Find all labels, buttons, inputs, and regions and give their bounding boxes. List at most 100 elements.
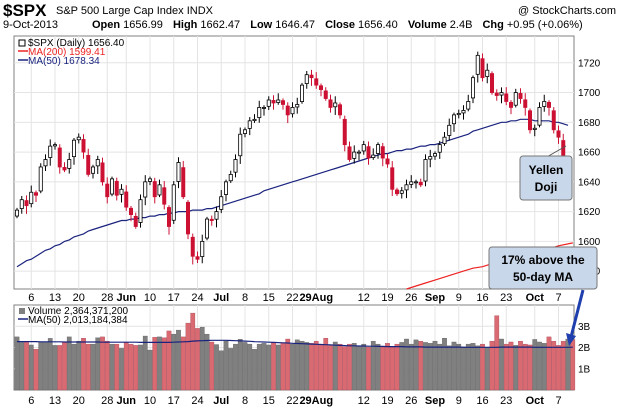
candle-body — [143, 181, 148, 198]
price-y-tick: 1600 — [578, 237, 601, 248]
volume-bar — [541, 343, 547, 391]
candle-body — [390, 167, 395, 190]
volume-bar — [385, 343, 390, 391]
candle-body — [219, 196, 224, 210]
volume-bar — [43, 341, 48, 391]
volume-bar — [494, 315, 500, 391]
volume-bar — [142, 335, 148, 391]
candle-body — [242, 129, 247, 134]
volume-bar — [152, 337, 158, 391]
volume-bar — [242, 342, 248, 391]
candle-body — [480, 58, 485, 79]
price-x-tick: 10 — [144, 292, 156, 304]
volume-bar — [404, 338, 409, 391]
volume-bar — [128, 343, 134, 391]
candle-body — [404, 184, 409, 191]
price-y-tick: 1700 — [578, 88, 601, 99]
volume-bar — [190, 312, 196, 391]
volume-value: 2.4B — [449, 19, 473, 31]
volume-bar — [38, 341, 44, 391]
candle-body — [19, 199, 24, 209]
yellen-label-line1: Yellen — [529, 163, 564, 177]
candle-body — [195, 256, 200, 260]
candle-body — [494, 92, 499, 96]
volume-bar — [147, 349, 153, 391]
quote-line: Open 1656.99 High 1662.47 Low 1646.47 Close… — [92, 19, 590, 31]
candle-body — [285, 105, 290, 116]
candle-body — [513, 92, 518, 106]
volume-bar — [138, 344, 143, 391]
candle-body — [466, 101, 471, 110]
low-value: 1646.47 — [275, 19, 315, 31]
candle-body — [299, 84, 304, 102]
candle-body — [489, 73, 494, 93]
candle-body — [185, 201, 190, 235]
volume-bar — [247, 343, 253, 391]
volume-bar — [328, 345, 333, 391]
price-x-tick: 9 — [456, 292, 462, 304]
volume-bar — [157, 336, 162, 391]
candle-body — [456, 112, 461, 116]
exchange: INDX — [186, 5, 213, 17]
volume-x-tick: 29Aug — [299, 395, 333, 407]
candle-body — [271, 100, 276, 104]
candle-body — [233, 159, 238, 173]
volume-bar — [90, 343, 96, 391]
volume-y-tick: 1B — [578, 364, 591, 375]
candle-body — [14, 209, 19, 217]
candle-body — [428, 156, 433, 160]
candle-body — [352, 151, 357, 159]
candle-body — [128, 207, 133, 215]
candle-body — [418, 181, 423, 186]
index-full-name: S&P 500 Large Cap Index — [56, 5, 184, 17]
volume-bar — [342, 346, 348, 391]
volume-bar — [166, 330, 172, 391]
candle-body — [162, 187, 167, 205]
ma50-line — [16, 118, 569, 268]
volume-bar — [361, 343, 367, 391]
volume-bar — [366, 346, 371, 391]
candle-body — [547, 101, 552, 108]
open-label: Open — [92, 19, 121, 31]
volume-bar — [309, 343, 314, 391]
price-x-tick: 15 — [263, 292, 275, 304]
volume-bar — [237, 339, 243, 391]
volume-bar — [204, 333, 210, 391]
ma-distance-callout: 17% above the 50-day MA — [488, 246, 598, 346]
candle-body — [537, 107, 542, 126]
candle-body — [257, 107, 262, 118]
volume-bar — [209, 341, 215, 391]
ma50-legend-label: MA(50) 1678.34 — [28, 56, 100, 67]
candle-body — [200, 240, 205, 257]
volume-bar — [394, 343, 400, 391]
chg-label: Chg — [482, 19, 504, 31]
volume-bar — [218, 350, 224, 391]
volume-bar — [81, 337, 86, 391]
volume-bar — [28, 344, 34, 391]
candle-body — [314, 78, 319, 86]
volume-bar — [104, 340, 110, 391]
candle-body — [24, 200, 29, 207]
candle-body — [223, 181, 228, 195]
price-x-tick: 20 — [73, 292, 85, 304]
candle-body — [542, 101, 547, 107]
volume-bar — [437, 343, 443, 391]
candle-body — [375, 144, 380, 154]
candle-body — [318, 85, 323, 90]
candle-body — [171, 184, 176, 221]
volume-bar — [24, 340, 29, 391]
volume-x-tick: Jun — [116, 395, 136, 407]
price-x-tick: Oct — [526, 292, 545, 304]
low-label: Low — [250, 19, 273, 31]
candle-body — [290, 107, 295, 115]
volume-legend: Volume 2,364,371,200 MA(50) 2,013,184,38… — [18, 306, 129, 326]
volume-x-tick: 24 — [191, 395, 203, 407]
volume-bar — [290, 343, 295, 391]
volume-bar — [508, 341, 514, 391]
volume-bar — [423, 342, 428, 391]
price-x-tick: Jul — [213, 292, 229, 304]
price-x-tick: 19 — [381, 292, 393, 304]
ma-distance-arrow-shaft — [569, 289, 585, 338]
price-x-tick: 7 — [555, 292, 561, 304]
candle-body — [114, 180, 119, 196]
